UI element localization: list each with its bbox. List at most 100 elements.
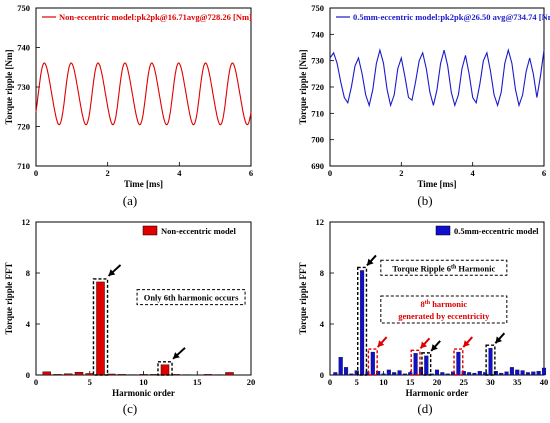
bar bbox=[467, 372, 472, 376]
annotation-box-6th bbox=[380, 259, 508, 276]
bar bbox=[472, 372, 477, 376]
series-line bbox=[329, 47, 545, 108]
bar bbox=[225, 372, 234, 376]
annotation-box bbox=[136, 289, 246, 306]
bar bbox=[392, 372, 397, 376]
bar bbox=[333, 372, 338, 376]
y-tick-label: 740 bbox=[311, 29, 324, 39]
bar bbox=[386, 369, 391, 376]
y-tick-label: 710 bbox=[311, 108, 324, 118]
bar bbox=[107, 373, 116, 376]
annotation-text-6th: Torque Ripple 6th Harmonic bbox=[392, 263, 495, 273]
bar bbox=[360, 270, 365, 376]
x-tick-label: 0 bbox=[328, 377, 332, 387]
legend-swatch bbox=[435, 225, 451, 236]
x-tick-label: 0 bbox=[34, 377, 38, 387]
x-tick-label: 35 bbox=[513, 377, 522, 387]
x-tick-label: 20 bbox=[247, 377, 256, 387]
x-tick-label: 0 bbox=[34, 168, 38, 178]
chart-a: 0 2 4 6 710 720 730 740 750 Time [ms] Torque rippl… bbox=[4, 3, 253, 208]
x-tick-label: 4 bbox=[471, 168, 476, 178]
y-axis-label: Torque ripple FFT bbox=[4, 262, 14, 334]
annotation-box-8th bbox=[380, 295, 508, 324]
bar bbox=[365, 371, 370, 376]
y-tick-label: 8 bbox=[320, 268, 324, 278]
bar bbox=[440, 372, 445, 376]
highlight-box bbox=[92, 278, 109, 376]
x-tick-label: 30 bbox=[486, 377, 495, 387]
annotation-8th-suffix: harmonic bbox=[430, 299, 467, 309]
chart-b: 0 2 4 6 690 700 710 720 730 740 750 Time [ms] Torque… bbox=[298, 3, 550, 208]
legend-label: 0.5mm-eccentric model bbox=[454, 226, 539, 236]
bar bbox=[456, 351, 461, 376]
y-tick-label: 720 bbox=[17, 122, 30, 132]
bar bbox=[344, 367, 349, 376]
x-tick-label: 10 bbox=[379, 377, 388, 387]
x-tick-label: 25 bbox=[460, 377, 469, 387]
highlight-box-red-arrow-head bbox=[377, 340, 385, 348]
x-tick-label: 2 bbox=[399, 168, 403, 178]
series-line bbox=[35, 62, 252, 126]
highlight-box-red bbox=[453, 348, 464, 376]
panel-label: (b) bbox=[417, 193, 432, 208]
annotation-6th-suffix: Harmonic bbox=[456, 263, 495, 273]
highlight-box bbox=[157, 361, 173, 376]
bar bbox=[413, 353, 418, 376]
legend-label: Non-eccentric model bbox=[161, 226, 236, 236]
bar bbox=[96, 281, 105, 376]
bar bbox=[504, 371, 509, 376]
y-tick-label: 750 bbox=[17, 3, 30, 13]
bar bbox=[64, 373, 73, 376]
y-tick-label: 690 bbox=[311, 161, 324, 171]
chart-d: 0 5 10 15 20 25 30 35 40 0 4 8 12 Harmonic order Torqu… bbox=[298, 217, 548, 416]
y-tick-label: 710 bbox=[17, 161, 30, 171]
bar bbox=[85, 373, 94, 376]
bar bbox=[515, 369, 520, 376]
panel-label: (d) bbox=[417, 401, 432, 416]
bar bbox=[493, 371, 498, 376]
x-tick-label: 15 bbox=[406, 377, 415, 387]
legend-swatch bbox=[142, 225, 158, 236]
y-axis-label: Torque ripple [Nm] bbox=[298, 49, 308, 124]
y-axis-label: Torque ripple FFT bbox=[298, 262, 308, 334]
y-tick-label: 750 bbox=[311, 3, 324, 13]
panel-label: (a) bbox=[123, 193, 137, 208]
highlight-box-red-arrow-head bbox=[420, 341, 428, 349]
bar bbox=[160, 364, 170, 376]
annotation-6th-sup: th bbox=[451, 264, 457, 270]
annotation-8th-prefix: 8 bbox=[420, 299, 424, 309]
x-tick-label: 6 bbox=[249, 168, 253, 178]
y-tick-label: 720 bbox=[311, 82, 324, 92]
x-tick-label: 5 bbox=[355, 377, 359, 387]
bar bbox=[408, 372, 413, 376]
plot-frame bbox=[35, 7, 252, 167]
legend-label: 0.5mm-eccentric model:pk2pk@26.50 avg@73… bbox=[353, 12, 550, 22]
bar bbox=[434, 369, 440, 376]
highlight-box-black-arrow-head bbox=[431, 344, 438, 351]
bar bbox=[424, 355, 429, 376]
highlight-box-red-arrow-head bbox=[463, 340, 470, 348]
y-tick-label: 12 bbox=[316, 217, 325, 227]
highlight-box-black bbox=[357, 266, 368, 376]
bar bbox=[349, 373, 354, 376]
annotation-6th-prefix: Torque Ripple 6 bbox=[392, 263, 451, 273]
panel-label: (c) bbox=[123, 401, 137, 416]
bar bbox=[370, 351, 375, 376]
x-axis-label: Time [ms] bbox=[124, 179, 163, 189]
x-tick-label: 2 bbox=[106, 168, 110, 178]
x-tick-label: 40 bbox=[540, 377, 549, 387]
bar bbox=[74, 371, 84, 376]
x-tick-label: 15 bbox=[193, 377, 202, 387]
annotation-text: Only 6th harmonic occurs bbox=[144, 293, 239, 303]
highlight-box-red bbox=[410, 349, 421, 376]
x-tick-label: 10 bbox=[139, 377, 148, 387]
y-tick-label: 12 bbox=[22, 217, 31, 227]
bar bbox=[451, 371, 456, 376]
y-tick-label: 730 bbox=[311, 56, 324, 66]
y-tick-label: 740 bbox=[17, 43, 30, 53]
x-axis-label: Time [ms] bbox=[417, 179, 456, 189]
bar bbox=[376, 371, 381, 376]
bar bbox=[338, 356, 343, 376]
bar bbox=[117, 374, 127, 376]
y-tick-label: 8 bbox=[26, 268, 30, 278]
